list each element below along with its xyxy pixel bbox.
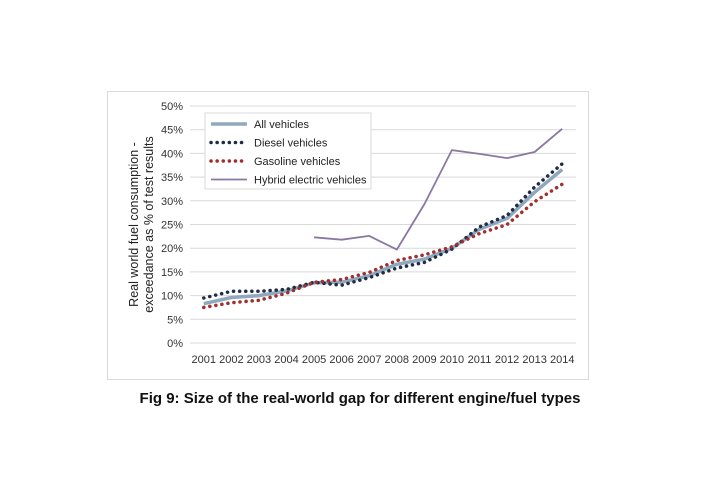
figure-caption: Fig 9: Size of the real-world gap for di… [139, 390, 581, 407]
x-tick-label: 2002 [219, 354, 243, 366]
y-tick-label: 40% [161, 148, 183, 160]
x-tick-label: 2007 [357, 354, 381, 366]
y-tick-label: 5% [167, 314, 183, 326]
x-tick-label: 2010 [440, 354, 464, 366]
x-tick-label: 2009 [412, 354, 436, 366]
y-tick-label: 0% [167, 338, 183, 350]
x-tick-label: 2004 [274, 354, 298, 366]
legend-label: Gasoline vehicles [254, 156, 341, 168]
legend-label: All vehicles [254, 119, 310, 131]
legend-label: Hybrid electric vehicles [254, 175, 367, 187]
x-tick-label: 2012 [495, 354, 519, 366]
x-tick-label: 2006 [329, 354, 353, 366]
y-axis-label: exceedance as % of test results [142, 136, 156, 312]
x-tick-label: 2008 [385, 354, 409, 366]
y-tick-label: 35% [161, 172, 183, 184]
y-tick-label: 30% [161, 196, 183, 208]
x-tick-label: 2011 [468, 354, 492, 366]
legend-label: Diesel vehicles [254, 138, 328, 150]
y-tick-label: 15% [161, 267, 183, 279]
line-chart: 0% 5% 10% 15% 20% 25% 30% 35% 40% 45% 50% 2001 2002 2… [127, 101, 576, 366]
x-tick-label: 2001 [192, 354, 216, 366]
series-line [202, 162, 564, 300]
x-tick-label: 2005 [302, 354, 326, 366]
y-tick-label: 45% [161, 125, 183, 137]
x-tick-label: 2003 [247, 354, 271, 366]
y-tick-label: 10% [161, 291, 183, 303]
series-line [203, 168, 564, 306]
x-tick-label: 2013 [522, 354, 546, 366]
x-tick-label: 2014 [550, 354, 574, 366]
y-axis-label: Real world fuel consumption - [127, 142, 141, 307]
y-tick-label: 25% [161, 220, 183, 232]
series-line [314, 128, 563, 251]
chart-frame: 0% 5% 10% 15% 20% 25% 30% 35% 40% 45% 50% 2001 2002 2… [107, 91, 589, 380]
y-tick-label: 20% [161, 243, 183, 255]
series-line [202, 182, 564, 310]
y-tick-label: 50% [161, 101, 183, 113]
